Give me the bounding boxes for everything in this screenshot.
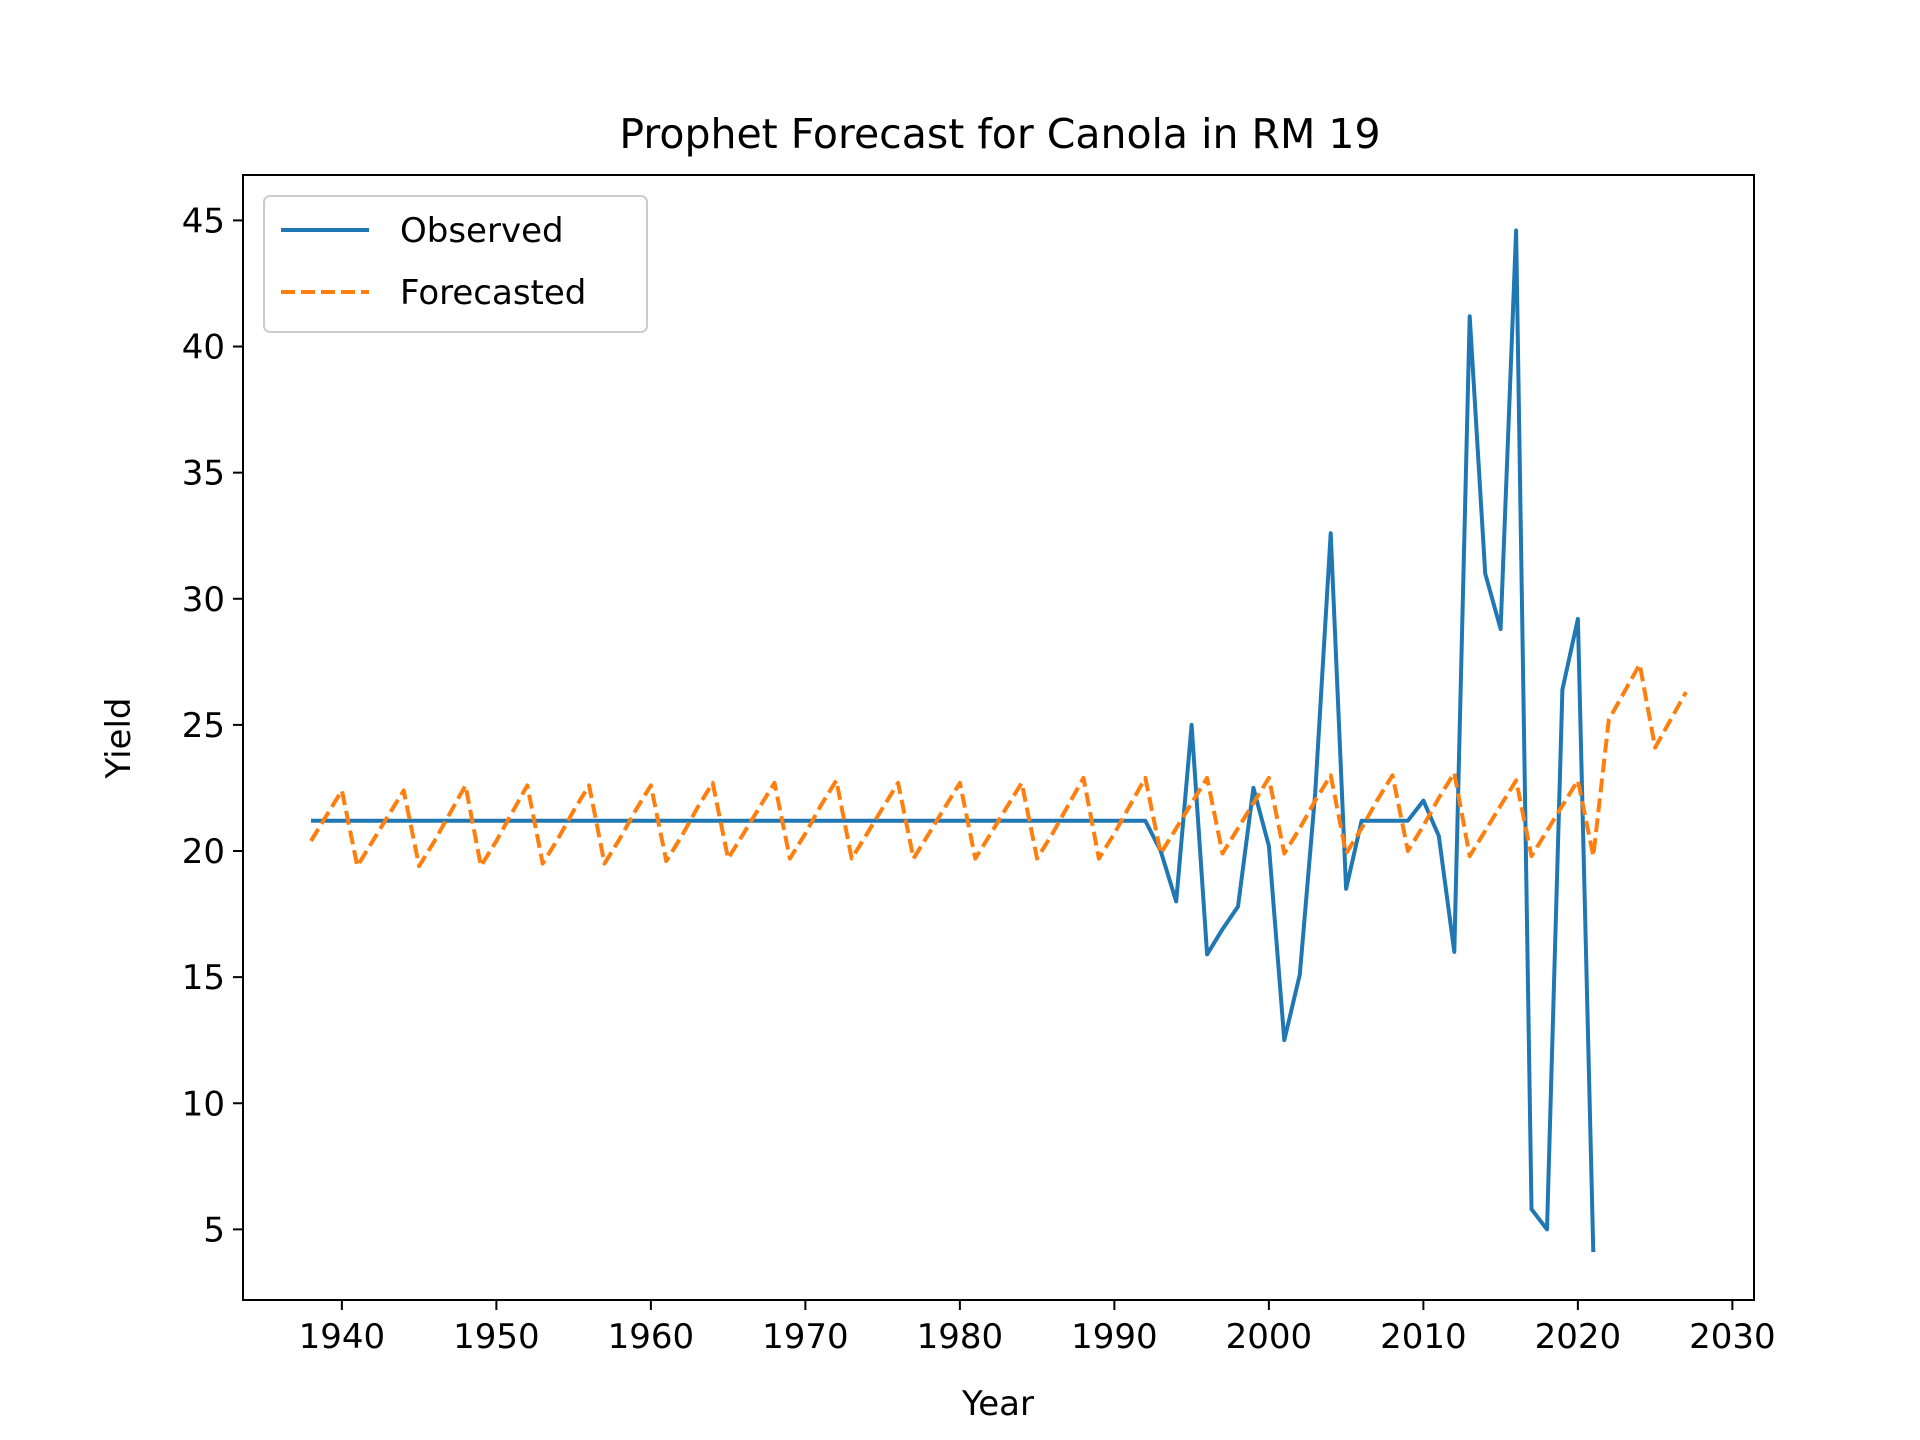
legend-forecasted-label: Forecasted <box>400 273 586 313</box>
y-tick-label: 35 <box>182 454 225 494</box>
x-tick-label: 1960 <box>608 1317 695 1357</box>
plot-frame <box>242 174 1755 1301</box>
x-tick-label: 2010 <box>1380 1317 1467 1357</box>
y-tick-label: 25 <box>182 706 225 746</box>
x-tick-label: 2030 <box>1689 1317 1776 1357</box>
y-axis: 5 10 15 20 25 30 35 40 45 <box>182 201 243 1250</box>
x-tick-label: 2020 <box>1535 1317 1622 1357</box>
x-tick-label: 1980 <box>917 1317 1004 1357</box>
x-tick-label: 1970 <box>762 1317 849 1357</box>
legend-observed-label: Observed <box>400 211 564 251</box>
x-axis-label: Year <box>961 1384 1034 1424</box>
y-tick-label: 5 <box>203 1210 225 1250</box>
series-line-forecasted <box>309 662 1688 869</box>
y-tick-label: 30 <box>182 580 225 620</box>
y-tick-label: 20 <box>182 832 225 872</box>
y-tick-label: 40 <box>182 328 225 368</box>
series-layer <box>309 228 1688 1253</box>
y-axis-label: Yield <box>99 698 139 780</box>
series-line-observed <box>311 228 1596 1253</box>
x-axis: 1940 1950 1960 1970 1980 1990 2000 2010 2020 2030 <box>299 1300 1776 1357</box>
y-tick-label: 45 <box>182 201 225 241</box>
x-tick-label: 1940 <box>299 1317 386 1357</box>
y-tick-label: 10 <box>182 1084 225 1124</box>
x-tick-label: 1990 <box>1071 1317 1158 1357</box>
chart-title: Prophet Forecast for Canola in RM 19 <box>619 110 1380 158</box>
y-tick-label: 15 <box>182 958 225 998</box>
x-tick-label: 2000 <box>1226 1317 1313 1357</box>
legend: Observed Forecasted <box>263 195 648 333</box>
x-tick-label: 1950 <box>453 1317 540 1357</box>
